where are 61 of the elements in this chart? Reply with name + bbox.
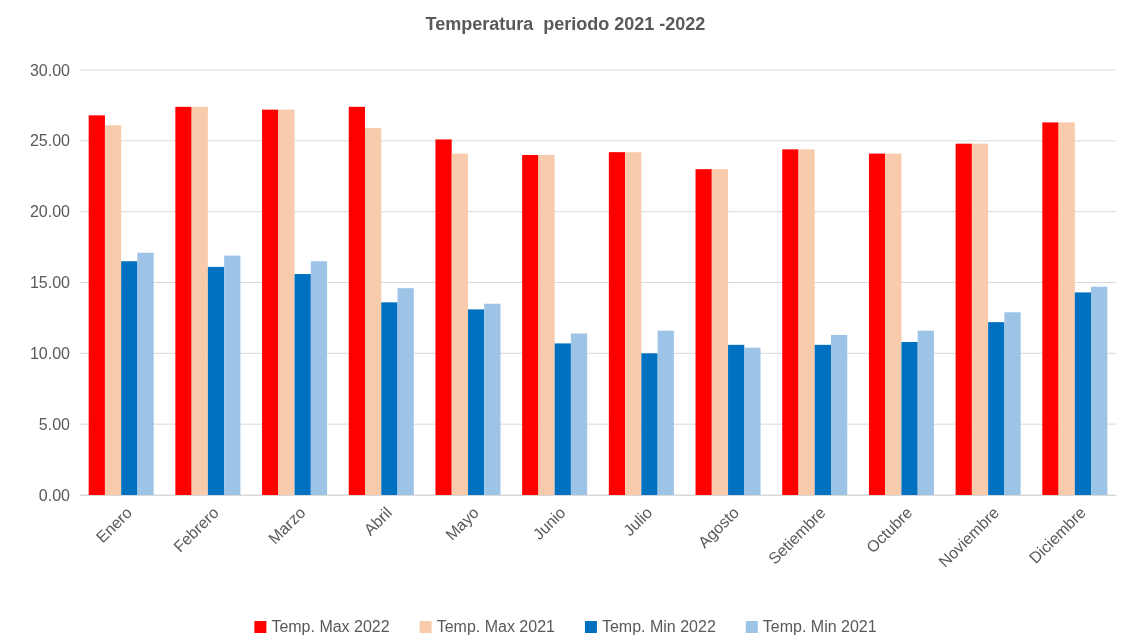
- y-tick-label: 5.00: [38, 415, 71, 433]
- bar: [121, 261, 138, 495]
- bar: [554, 343, 571, 495]
- bar: [971, 143, 989, 495]
- bar: [484, 303, 501, 495]
- bar: [625, 152, 642, 495]
- bar: [224, 255, 241, 495]
- chart-title: Temperatura periodo 2021 -2022: [425, 14, 706, 34]
- bar: [657, 330, 674, 495]
- y-tick-label: 20.00: [29, 203, 71, 221]
- bar: [814, 344, 831, 495]
- bar: [570, 333, 588, 495]
- bar: [365, 128, 382, 495]
- bar: [538, 155, 555, 495]
- bar: [294, 274, 311, 495]
- bar: [207, 266, 225, 495]
- bar: [310, 261, 328, 495]
- bar: [988, 322, 1005, 495]
- y-tick-label: 30.00: [29, 61, 71, 79]
- bar: [1058, 122, 1075, 495]
- bar: [435, 139, 452, 495]
- bar: [1042, 122, 1059, 495]
- legend-label: Temp. Max 2022: [271, 618, 390, 635]
- bar: [782, 149, 799, 495]
- bar: [451, 153, 468, 495]
- bar: [711, 169, 729, 495]
- y-tick-label: 15.00: [29, 274, 71, 292]
- bar: [695, 169, 712, 495]
- y-tick-label: 0.00: [38, 486, 71, 504]
- bar: [137, 252, 154, 495]
- bar: [278, 109, 295, 495]
- legend-label: Temp. Max 2021: [436, 618, 556, 635]
- bar: [1074, 292, 1092, 495]
- bar: [397, 288, 414, 495]
- y-tick-label: 10.00: [29, 344, 71, 362]
- y-tick-label: 25.00: [29, 132, 71, 150]
- bar: [901, 342, 918, 495]
- bar: [262, 109, 279, 495]
- bar: [467, 309, 485, 495]
- bar: [1004, 312, 1021, 495]
- bar: [88, 115, 105, 495]
- bar: [1091, 286, 1108, 495]
- legend-label: Temp. Min 2022: [601, 618, 716, 635]
- bar: [191, 106, 208, 495]
- bar: [175, 106, 192, 495]
- bar: [728, 344, 745, 495]
- bar: [885, 153, 902, 495]
- bar: [104, 125, 122, 495]
- x-tick-label: Julio: [620, 503, 656, 540]
- bar: [381, 302, 398, 495]
- bar: [608, 152, 626, 495]
- bar: [641, 353, 658, 495]
- bar: [744, 347, 761, 495]
- bar: [348, 106, 366, 495]
- bar: [522, 155, 539, 495]
- legend-label: Temp. Min 2021: [762, 618, 877, 635]
- bar: [917, 330, 934, 495]
- bar: [830, 334, 848, 495]
- bar: [868, 153, 886, 495]
- bar: [955, 143, 972, 495]
- bar: [798, 149, 815, 495]
